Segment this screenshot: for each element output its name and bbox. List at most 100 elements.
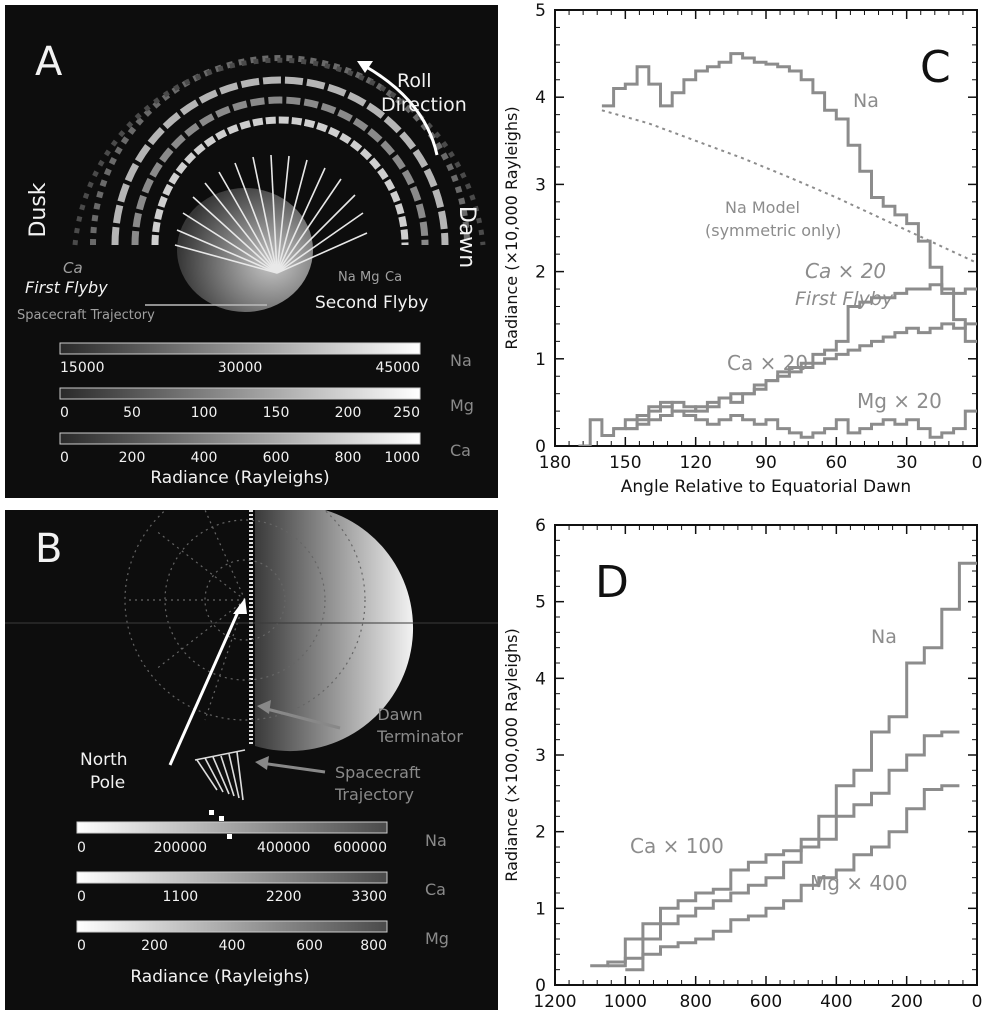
- chart-annotation: Na: [871, 626, 897, 648]
- panel-d-letter: D: [595, 557, 629, 608]
- spacecraft-trajectory-label-2: Trajectory: [334, 785, 414, 804]
- dawn-label: Dawn: [454, 206, 479, 268]
- panel-d-chart: 1200100080060040020000123456Distance Beh…: [505, 516, 982, 1012]
- chart-annotation: Ca × 20: [805, 259, 886, 283]
- x-tick-label: 60: [826, 453, 848, 473]
- scale-element-label: Mg: [450, 396, 474, 415]
- panel-c-letter: C: [920, 42, 951, 93]
- ca-label: Ca: [63, 259, 83, 277]
- scale-tick-label: 0: [60, 450, 69, 466]
- radiance-label-b: Radiance (Rayleighs): [130, 967, 309, 987]
- roll-label-1: Roll: [397, 70, 432, 92]
- scale-tick-label: 400: [191, 450, 218, 466]
- series-line: [625, 400, 977, 439]
- x-axis-label: Angle Relative to Equatorial Dawn: [621, 477, 911, 497]
- dawn-terminator-label-1: Dawn: [377, 705, 422, 724]
- panel-a-letter: A: [35, 39, 63, 85]
- emission-arcs: [72, 55, 486, 246]
- scale-tick-label: 1000: [384, 450, 420, 466]
- mg-label: Mg: [360, 270, 379, 285]
- x-tick-label: 400: [820, 992, 852, 1012]
- roll-direction-arrow: [362, 63, 439, 156]
- radiance-label-a: Radiance (Rayleighs): [150, 468, 329, 488]
- series-model-line: [601, 109, 977, 264]
- y-tick-label: 3: [535, 746, 546, 766]
- roll-label-2: Direction: [381, 94, 467, 116]
- north-pole-arrow: [168, 604, 243, 766]
- mg-scale-bar-b: [76, 920, 388, 933]
- scale-tick-label: 0: [60, 405, 69, 421]
- scale-tick-label: 800: [360, 938, 387, 954]
- scale-tick-label: 15000: [60, 360, 105, 376]
- series-line: [607, 730, 960, 968]
- scale-element-label: Na: [425, 831, 447, 850]
- y-tick-label: 5: [535, 1, 546, 21]
- scale-tick-label: 100: [191, 405, 218, 421]
- chart-annotation: Mg × 20: [857, 389, 942, 413]
- scale-tick-label: 200: [141, 938, 168, 954]
- scale-tick-label: 45000: [375, 360, 420, 376]
- mercury-dayside: [255, 510, 414, 752]
- north-pole-label-1: North: [80, 750, 128, 770]
- x-tick-label: 120: [679, 453, 711, 473]
- y-tick-label: 0: [535, 437, 546, 457]
- panel-b-letter: B: [35, 526, 62, 572]
- y-tick-label: 4: [535, 88, 546, 108]
- ca-scale-bar: [59, 432, 421, 445]
- panel-b: B North Pole Dawn Terminator Spacecraft …: [5, 510, 498, 1010]
- mercury-globe: [177, 188, 313, 312]
- chart-annotation: Ca × 100: [630, 834, 724, 858]
- y-tick-label: 2: [535, 263, 546, 283]
- scale-tick-label: 600: [263, 450, 290, 466]
- chart-annotation: Ca × 20: [727, 351, 808, 375]
- y-tick-label: 1: [535, 899, 546, 919]
- series-line: [625, 784, 960, 972]
- series-line: [601, 52, 977, 343]
- scale-tick-label: 30000: [218, 360, 263, 376]
- x-tick-label: 90: [755, 453, 777, 473]
- scale-element-label: Ca: [425, 880, 446, 899]
- x-tick-label: 600: [750, 992, 782, 1012]
- terminator-arrow-head: [257, 700, 271, 714]
- trajectory-arrow-head: [255, 756, 269, 770]
- x-tick-label: 150: [609, 453, 641, 473]
- scale-tick-label: 400000: [257, 840, 310, 856]
- scale-tick-label: 0: [77, 840, 86, 856]
- north-pole-label-2: Pole: [90, 773, 125, 793]
- scale-tick-label: 150: [263, 405, 290, 421]
- first-flyby-label: First Flyby: [25, 278, 108, 297]
- scale-tick-label: 200: [119, 450, 146, 466]
- na-scale-bar-b: [76, 821, 388, 834]
- spacecraft-trajectory-label: Spacecraft Trajectory: [17, 308, 155, 323]
- terminator-arrow: [262, 706, 341, 730]
- second-flyby-label: Second Flyby: [315, 293, 428, 313]
- color-scales-a: 15000 30000 45000 Na 0 50 100 150 200 250 Mg 0 200 40…: [59, 342, 474, 488]
- dusk-label: Dusk: [26, 182, 51, 237]
- scale-tick-label: 250: [393, 405, 420, 421]
- ca-scale-bar-b: [76, 871, 388, 884]
- scale-tick-label: 0: [77, 889, 86, 905]
- scale-tick-label: 200000: [154, 840, 207, 856]
- x-tick-label: 1000: [604, 992, 647, 1012]
- y-axis-label: Radiance (×100,000 Rayleighs): [505, 628, 521, 881]
- trajectory-vectors: [194, 749, 246, 801]
- x-tick-label: 800: [679, 992, 711, 1012]
- mg-scale-bar: [59, 387, 421, 400]
- scale-tick-label: 800: [335, 450, 362, 466]
- series-line: [590, 561, 977, 968]
- chart-annotation: (symmetric only): [705, 221, 841, 240]
- x-tick-label: 30: [896, 453, 918, 473]
- scale-element-label: Ca: [450, 441, 471, 460]
- y-axis-label: Radiance (×10,000 Rayleighs): [505, 106, 521, 349]
- ca-arc-label: Ca: [385, 270, 402, 285]
- scale-tick-label: 50: [123, 405, 141, 421]
- scale-tick-label: 600: [296, 938, 323, 954]
- series-line: [613, 322, 977, 431]
- chart-annotation: Na: [853, 90, 879, 112]
- x-tick-label: 200: [890, 992, 922, 1012]
- scale-tick-label: 3300: [351, 889, 387, 905]
- scale-tick-label: 1100: [163, 889, 199, 905]
- panel-a: A Roll Direction Dusk Dawn Ca First Flyb…: [5, 5, 498, 498]
- polar-grid: [124, 510, 366, 721]
- roll-arrow-head: [357, 61, 373, 73]
